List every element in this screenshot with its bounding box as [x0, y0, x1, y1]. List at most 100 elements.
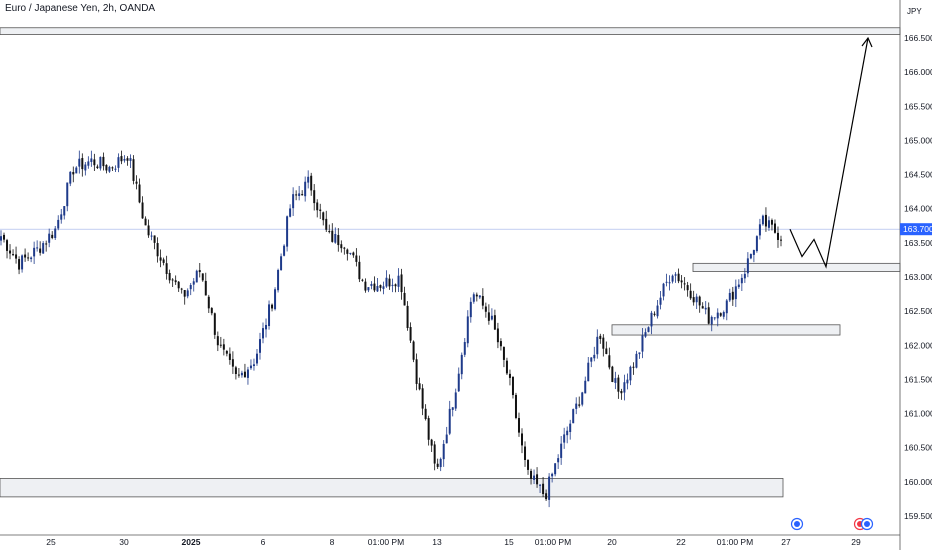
candle-body: [587, 362, 590, 382]
candle-body: [400, 274, 403, 293]
candle-body: [605, 348, 608, 354]
candle-body: [731, 291, 734, 300]
y-tick-label: 164.000: [904, 204, 932, 214]
candle-body: [755, 236, 758, 252]
candle-body: [698, 296, 701, 306]
candle-body: [135, 181, 138, 184]
candle-body: [478, 295, 481, 298]
candle-body: [6, 240, 9, 251]
candle-body: [671, 275, 674, 282]
candle-body: [626, 379, 629, 384]
candle-body: [177, 281, 180, 289]
candle-body: [560, 443, 563, 458]
candle-body: [45, 243, 48, 245]
candle-body: [596, 336, 599, 355]
x-tick-label: 01:00 PM: [717, 537, 753, 547]
candle-body: [274, 289, 277, 310]
candle-body: [752, 250, 755, 255]
zone-1: [692, 262, 901, 272]
candle-body: [340, 244, 343, 249]
candle-body: [0, 236, 2, 241]
candle-body: [487, 312, 490, 321]
x-tick-label: 20: [607, 537, 617, 547]
candle-body: [608, 355, 611, 368]
candle-body: [337, 235, 340, 246]
candle-body: [466, 316, 469, 344]
candle-body: [421, 388, 424, 409]
candle-body: [740, 277, 743, 284]
candle-body: [454, 392, 457, 409]
projection-line: [789, 37, 869, 269]
candle-body: [280, 256, 283, 271]
candle-body: [255, 353, 258, 364]
candle-body: [24, 254, 27, 258]
candle-body: [557, 458, 560, 463]
candle-body: [551, 473, 554, 477]
candle-body: [584, 380, 587, 394]
candle-body: [524, 446, 527, 461]
candle-body: [445, 434, 448, 444]
candle-body: [298, 193, 301, 197]
candle-body: [228, 353, 231, 360]
candle-body: [776, 232, 779, 240]
candle-body: [728, 292, 731, 301]
candle-body: [114, 168, 117, 170]
candle-body: [388, 278, 391, 287]
y-tick-label: 159.500: [904, 511, 932, 521]
candle-body: [364, 281, 367, 291]
x-tick-label: 01:00 PM: [535, 537, 571, 547]
event-icons[interactable]: [790, 517, 874, 531]
candle-body: [210, 308, 213, 314]
candle-body: [186, 290, 189, 297]
candle-body: [638, 352, 641, 355]
candle-body: [572, 409, 575, 424]
time-axis-ticks: 25 30 2025 6 8 01:00 PM 13 15 01:00 PM 20 22 01:00 …: [46, 537, 861, 547]
candle-body: [780, 239, 782, 241]
candle-body: [499, 341, 502, 347]
candle-body: [313, 190, 316, 204]
candle-body: [33, 247, 36, 257]
x-tick-label: 13: [432, 537, 442, 547]
candle-body: [704, 307, 707, 310]
candle-body: [307, 176, 310, 183]
current-price-badge-bg: [900, 223, 932, 236]
candle-body: [292, 194, 295, 209]
candle-body: [240, 372, 243, 376]
candle-body: [75, 167, 78, 174]
candle-body: [30, 257, 33, 260]
candle-body: [502, 347, 505, 360]
candle-body: [319, 209, 322, 211]
y-tick-label: 166.500: [904, 33, 932, 43]
candle-body: [252, 364, 255, 367]
candle-body: [424, 408, 427, 419]
candle-body: [590, 357, 593, 362]
candle-body: [475, 294, 478, 297]
candle-body: [527, 459, 530, 470]
candle-body: [27, 257, 30, 259]
candle-body: [262, 328, 265, 339]
candle-body: [635, 353, 638, 368]
candle-body: [439, 458, 442, 468]
candle-body: [403, 292, 406, 306]
candle-body: [258, 339, 261, 353]
candle-body: [108, 166, 111, 172]
candle-body: [271, 304, 274, 309]
candle-body: [3, 234, 6, 240]
x-tick-label: 25: [46, 537, 56, 547]
candle-body: [153, 235, 156, 243]
candle-body: [496, 328, 499, 343]
candle-body: [325, 218, 328, 230]
candle-body: [602, 337, 605, 349]
candle-body: [234, 367, 237, 374]
candle-body: [126, 158, 129, 161]
candle-body: [656, 305, 659, 317]
candle-body: [614, 378, 617, 383]
candle-body: [581, 392, 584, 405]
candle-body: [764, 214, 767, 227]
candle-body: [268, 304, 271, 327]
candle-body: [289, 208, 292, 217]
candle-body: [141, 202, 144, 219]
candle-body: [60, 214, 63, 220]
